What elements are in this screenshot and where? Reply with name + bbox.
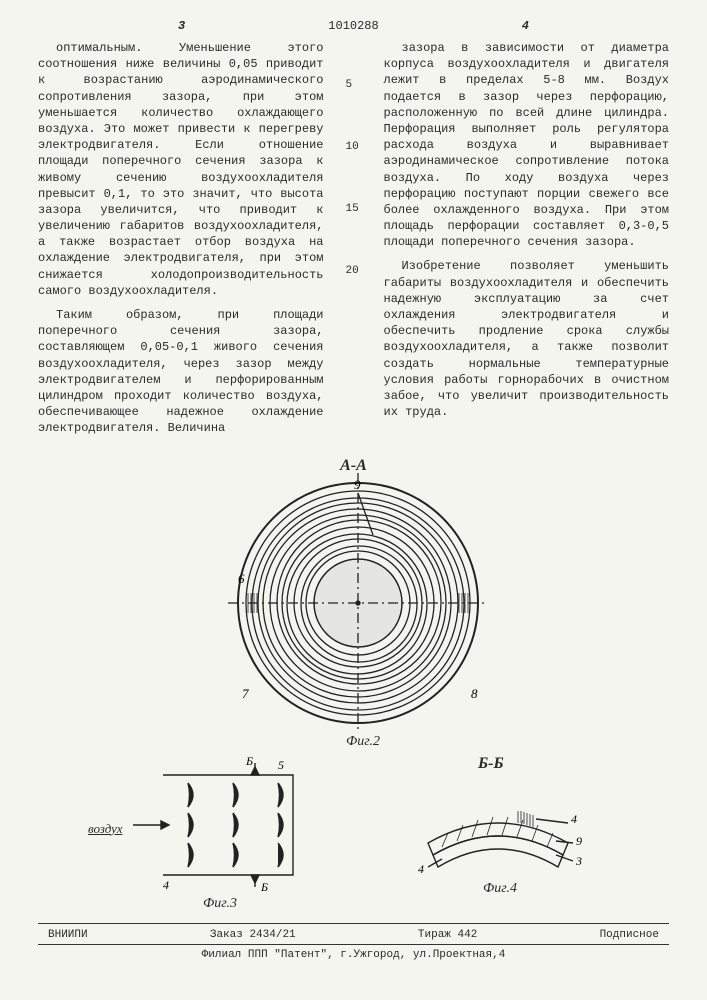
- para-l2: Таким образом, при площади поперечного с…: [38, 307, 324, 437]
- line-15: 15: [346, 202, 362, 217]
- footer-org: ВНИИПИ: [48, 928, 88, 943]
- footer: ВНИИПИ Заказ 2434/21 Тираж 442 Подписное…: [38, 923, 669, 964]
- figure-2: 6 7 8 9: [228, 473, 488, 733]
- figure-4: 4 9 3 4: [408, 773, 588, 883]
- line-5: 5: [346, 78, 362, 93]
- fig4-ref-9: 9: [576, 834, 582, 848]
- fig3-label: Фиг.3: [203, 895, 237, 914]
- fig4-label: Фиг.4: [483, 880, 517, 899]
- line-number-gutter: 5 10 15 20: [346, 40, 362, 445]
- para-r1: зазора в зависимости от диаметра корпуса…: [384, 40, 670, 250]
- figure-3: 5 4 Б Б: [133, 755, 303, 895]
- page-num-left: 3: [178, 18, 185, 34]
- fig4-ref-4: 4: [571, 812, 577, 826]
- para-l1: оптимальным. Уменьшение этого соотношени…: [38, 40, 324, 299]
- footer-address: Филиал ППП "Патент", г.Ужгород, ул.Проек…: [38, 945, 669, 963]
- fig3-ref-5: 5: [278, 758, 284, 772]
- page-number-bar: 3 1010288 4: [38, 18, 669, 34]
- right-column: зазора в зависимости от диаметра корпуса…: [384, 40, 670, 445]
- fig4-ref-3: 3: [575, 854, 582, 868]
- fig2-ref-9: 9: [354, 477, 361, 492]
- left-column: оптимальным. Уменьшение этого соотношени…: [38, 40, 324, 445]
- fig3-b-top: Б: [245, 755, 253, 768]
- footer-order: Заказ 2434/21: [210, 928, 296, 943]
- fig2-ref-8: 8: [471, 686, 478, 701]
- fig2-ref-6: 6: [238, 571, 245, 586]
- line-20: 20: [346, 264, 362, 279]
- section-bb-label: Б-Б: [478, 753, 504, 775]
- air-arrow-label: воздух: [88, 820, 122, 838]
- page-num-right: 4: [522, 18, 529, 34]
- footer-tirazh: Тираж 442: [418, 928, 477, 943]
- line-10: 10: [346, 140, 362, 155]
- fig4-ref-4b: 4: [418, 862, 424, 876]
- footer-sign: Подписное: [600, 928, 659, 943]
- fig2-label: Фиг.2: [346, 733, 380, 752]
- figures-area: А-А: [38, 455, 669, 915]
- text-columns: оптимальным. Уменьшение этого соотношени…: [38, 40, 669, 445]
- fig3-ref-4: 4: [163, 878, 169, 892]
- fig3-b-bot: Б: [260, 880, 268, 894]
- para-r2: Изобретение позволяет уменьшить габариты…: [384, 258, 670, 420]
- fig2-ref-7: 7: [242, 686, 249, 701]
- doc-number: 1010288: [328, 18, 378, 34]
